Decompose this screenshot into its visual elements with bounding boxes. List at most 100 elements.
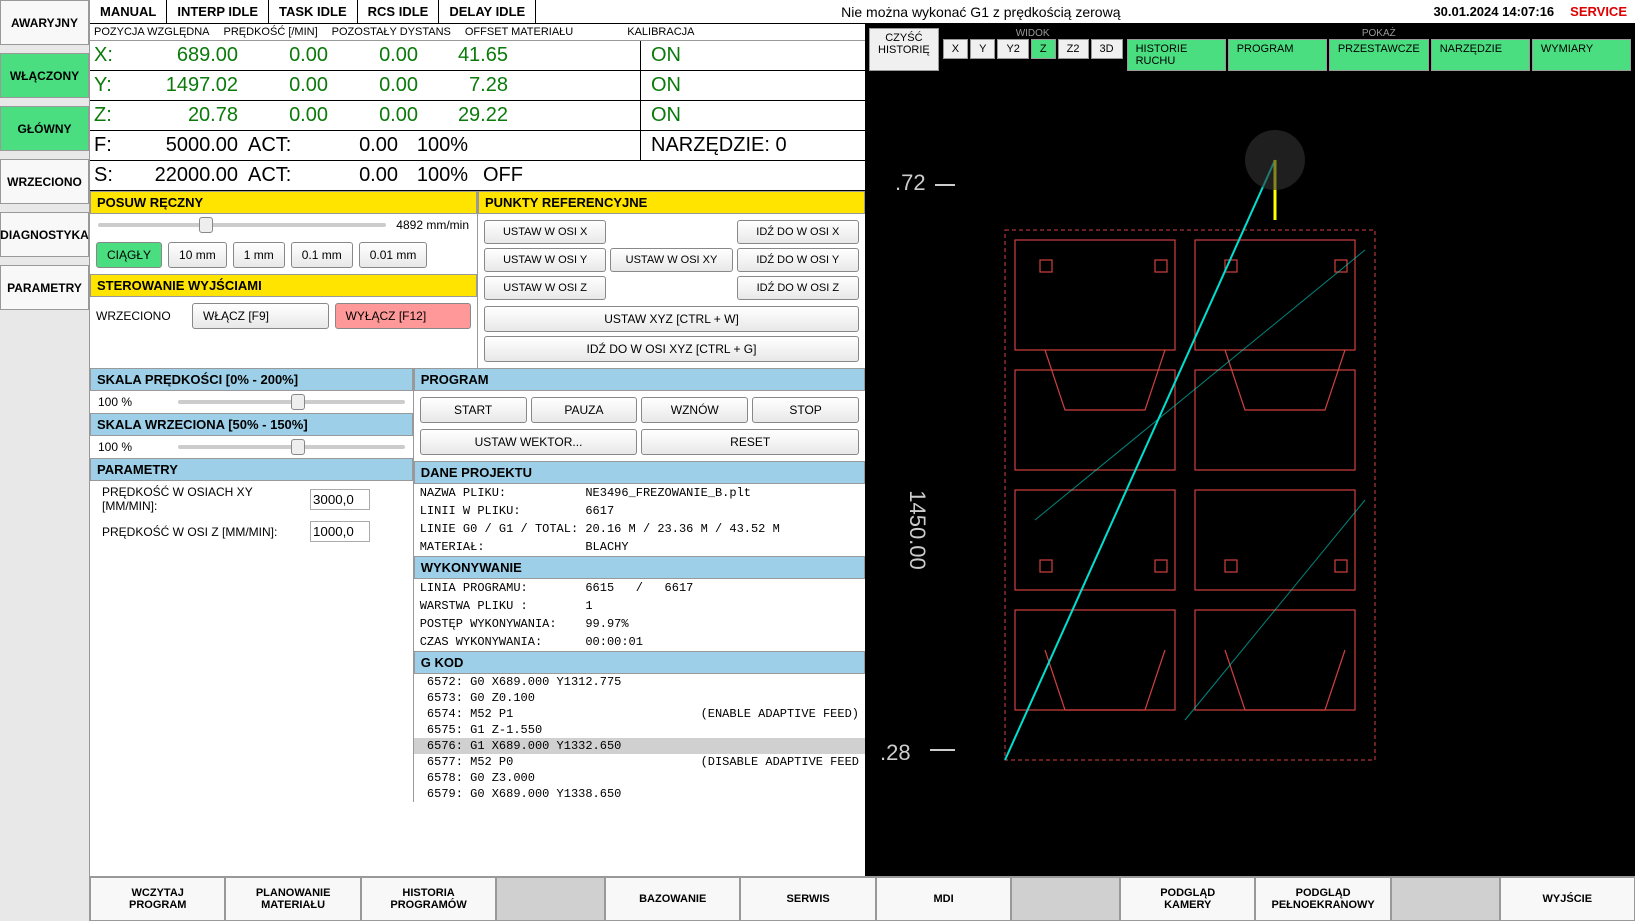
axis-x-dist: 0.00 bbox=[328, 44, 418, 67]
status-task: TASK IDLE bbox=[269, 0, 358, 23]
spindle-on-button[interactable]: WŁĄCZ [F9] bbox=[192, 303, 329, 329]
spindle-scale-val: 100 % bbox=[98, 440, 168, 454]
spindle-val: 22000.00 bbox=[118, 164, 238, 187]
jog-01mm[interactable]: 0.1 mm bbox=[291, 242, 353, 268]
show-history[interactable]: HISTORIE RUCHU bbox=[1127, 39, 1226, 71]
dim-top: .72 bbox=[895, 170, 926, 195]
left-nav: AWARYJNY WŁĄCZONY GŁÓWNY WRZECIONO DIAGN… bbox=[0, 0, 90, 921]
hdr-cal: KALIBRACJA bbox=[627, 26, 694, 38]
axis-y-label: Y: bbox=[90, 74, 118, 97]
dim-left: 1450.00 bbox=[905, 490, 930, 570]
dim-bottom: .28 bbox=[880, 740, 911, 765]
top-status-bar: MANUAL INTERP IDLE TASK IDLE RCS IDLE DE… bbox=[90, 0, 1635, 24]
speed-scale-slider[interactable] bbox=[178, 400, 405, 404]
resume-button[interactable]: WZNÓW bbox=[641, 397, 748, 423]
jog-1mm[interactable]: 1 mm bbox=[233, 242, 285, 268]
exit-button[interactable]: WYJŚCIE bbox=[1500, 877, 1635, 921]
feed-act-val: 0.00 bbox=[308, 134, 398, 157]
project-filename: NAZWA PLIKU: NE3496_FREZOWANIE_B.plt bbox=[414, 484, 865, 502]
jog-001mm[interactable]: 0.01 mm bbox=[359, 242, 428, 268]
set-y-button[interactable]: USTAW W OSI Y bbox=[484, 248, 606, 272]
pause-button[interactable]: PAUZA bbox=[531, 397, 638, 423]
set-x-button[interactable]: USTAW W OSI X bbox=[484, 220, 606, 244]
set-z-button[interactable]: USTAW W OSI Z bbox=[484, 276, 606, 300]
show-repos[interactable]: PRZESTAWCZE bbox=[1329, 39, 1429, 71]
set-xyz-button[interactable]: USTAW XYZ [CTRL + W] bbox=[484, 306, 859, 332]
nav-emergency[interactable]: AWARYJNY bbox=[0, 0, 89, 45]
show-program[interactable]: PROGRAM bbox=[1228, 39, 1327, 71]
goto-xyz-button[interactable]: IDŹ DO W OSI XYZ [CTRL + G] bbox=[484, 336, 859, 362]
bottom-spacer-2 bbox=[1011, 877, 1120, 921]
status-interp: INTERP IDLE bbox=[167, 0, 269, 23]
axis-x-status: ON bbox=[640, 41, 865, 70]
gcode-line[interactable]: 6573: G0 Z0.100 bbox=[414, 690, 865, 706]
show-dims[interactable]: WYMIARY bbox=[1532, 39, 1631, 71]
control-panel: POZYCJA WZGLĘDNA PRĘDKOŚĆ [/MIN] POZOSTA… bbox=[90, 24, 865, 876]
service-button[interactable]: SERWIS bbox=[740, 877, 875, 921]
nav-spindle[interactable]: WRZECIONO bbox=[0, 159, 89, 204]
gcode-line[interactable]: 6572: G0 X689.000 Y1312.775 bbox=[414, 674, 865, 690]
spindle-off-button[interactable]: WYŁĄCZ [F12] bbox=[335, 303, 472, 329]
goto-x-button[interactable]: IDŹ DO W OSI X bbox=[737, 220, 859, 244]
view-y[interactable]: Y bbox=[970, 39, 995, 59]
spindle-pct: 100% bbox=[398, 164, 468, 187]
gcode-line[interactable]: 6576: G1 X689.000 Y1332.650 bbox=[414, 738, 865, 754]
nav-diagnostics[interactable]: DIAGNOSTYKA bbox=[0, 212, 89, 257]
show-tool[interactable]: NARZĘDZIE bbox=[1431, 39, 1530, 71]
set-xy-button[interactable]: USTAW W OSI XY bbox=[610, 248, 732, 272]
clear-history-button[interactable]: CZYŚĆ HISTORIĘ bbox=[869, 28, 939, 71]
goto-y-button[interactable]: IDŹ DO W OSI Y bbox=[737, 248, 859, 272]
view-3d[interactable]: 3D bbox=[1091, 39, 1123, 59]
gcode-line[interactable]: 6578: G0 Z3.000 bbox=[414, 770, 865, 786]
load-program-button[interactable]: WCZYTAJ PROGRAM bbox=[90, 877, 225, 921]
view-group-label: WIDOK bbox=[943, 28, 1123, 39]
goto-z-button[interactable]: IDŹ DO W OSI Z bbox=[737, 276, 859, 300]
speed-scale-val: 100 % bbox=[98, 395, 168, 409]
nav-enabled[interactable]: WŁĄCZONY bbox=[0, 53, 89, 98]
gcode-line[interactable]: 6577: M52 P0 (DISABLE ADAPTIVE FEED bbox=[414, 754, 865, 770]
spindle-act-val: 0.00 bbox=[308, 164, 398, 187]
status-message: Nie można wykonać G1 z prędkością zerową bbox=[536, 0, 1425, 23]
nav-main[interactable]: GŁÓWNY bbox=[0, 106, 89, 151]
view-y2[interactable]: Y2 bbox=[997, 39, 1028, 59]
jog-header: POSUW RĘCZNY bbox=[90, 191, 477, 214]
ref-header: PUNKTY REFERENCYJNE bbox=[478, 191, 865, 214]
jog-slider[interactable] bbox=[98, 223, 386, 227]
axis-y-off: 7.28 bbox=[418, 74, 508, 97]
axis-z-label: Z: bbox=[90, 104, 118, 127]
spindle-scale-slider[interactable] bbox=[178, 445, 405, 449]
project-g0g1: LINIE G0 / G1 / TOTAL: 20.16 M / 23.36 M… bbox=[414, 520, 865, 538]
param-z-input[interactable] bbox=[310, 521, 370, 542]
spindle-label: S: bbox=[90, 164, 118, 187]
gcode-line[interactable]: 6574: M52 P1 (ENABLE ADAPTIVE FEED) bbox=[414, 706, 865, 722]
program-history-button[interactable]: HISTORIA PROGRAMÓW bbox=[361, 877, 496, 921]
output-spindle-label: WRZECIONO bbox=[96, 309, 186, 323]
fullscreen-view-button[interactable]: PODGLĄD PEŁNOEKRANOWY bbox=[1255, 877, 1390, 921]
mdi-button[interactable]: MDI bbox=[876, 877, 1011, 921]
param-z-label: PRĘDKOŚĆ W OSI Z [MM/MIN]: bbox=[102, 525, 302, 539]
status-mode: MANUAL bbox=[90, 0, 167, 23]
reset-button[interactable]: RESET bbox=[641, 429, 859, 455]
jog-continuous[interactable]: CIĄGŁY bbox=[96, 242, 162, 268]
axis-y-vel: 0.00 bbox=[238, 74, 328, 97]
jog-10mm[interactable]: 10 mm bbox=[168, 242, 227, 268]
outputs-header: STEROWANIE WYJŚCIAMI bbox=[90, 274, 477, 297]
set-vector-button[interactable]: USTAW WEKTOR... bbox=[420, 429, 638, 455]
exec-time: CZAS WYKONYWANIA: 00:00:01 bbox=[414, 633, 865, 651]
view-x[interactable]: X bbox=[943, 39, 968, 59]
view-z2[interactable]: Z2 bbox=[1058, 39, 1089, 59]
gcode-line[interactable]: 6579: G0 X689.000 Y1338.650 bbox=[414, 786, 865, 802]
homing-button[interactable]: BAZOWANIE bbox=[605, 877, 740, 921]
stop-button[interactable]: STOP bbox=[752, 397, 859, 423]
nav-parameters[interactable]: PARAMETRY bbox=[0, 265, 89, 310]
gcode-header: G KOD bbox=[414, 651, 865, 674]
camera-view-button[interactable]: PODGLĄD KAMERY bbox=[1120, 877, 1255, 921]
gcode-line[interactable]: 6575: G1 Z-1.550 bbox=[414, 722, 865, 738]
visualization-panel[interactable]: CZYŚĆ HISTORIĘ WIDOK X Y Y2 Z Z2 3D bbox=[865, 24, 1635, 876]
view-z[interactable]: Z bbox=[1031, 39, 1056, 59]
start-button[interactable]: START bbox=[420, 397, 527, 423]
hdr-off: OFFSET MATERIAŁU bbox=[465, 26, 573, 38]
axis-z-pos: 20.78 bbox=[118, 104, 238, 127]
material-planning-button[interactable]: PLANOWANIE MATERIAŁU bbox=[225, 877, 360, 921]
param-xy-input[interactable] bbox=[310, 489, 370, 510]
